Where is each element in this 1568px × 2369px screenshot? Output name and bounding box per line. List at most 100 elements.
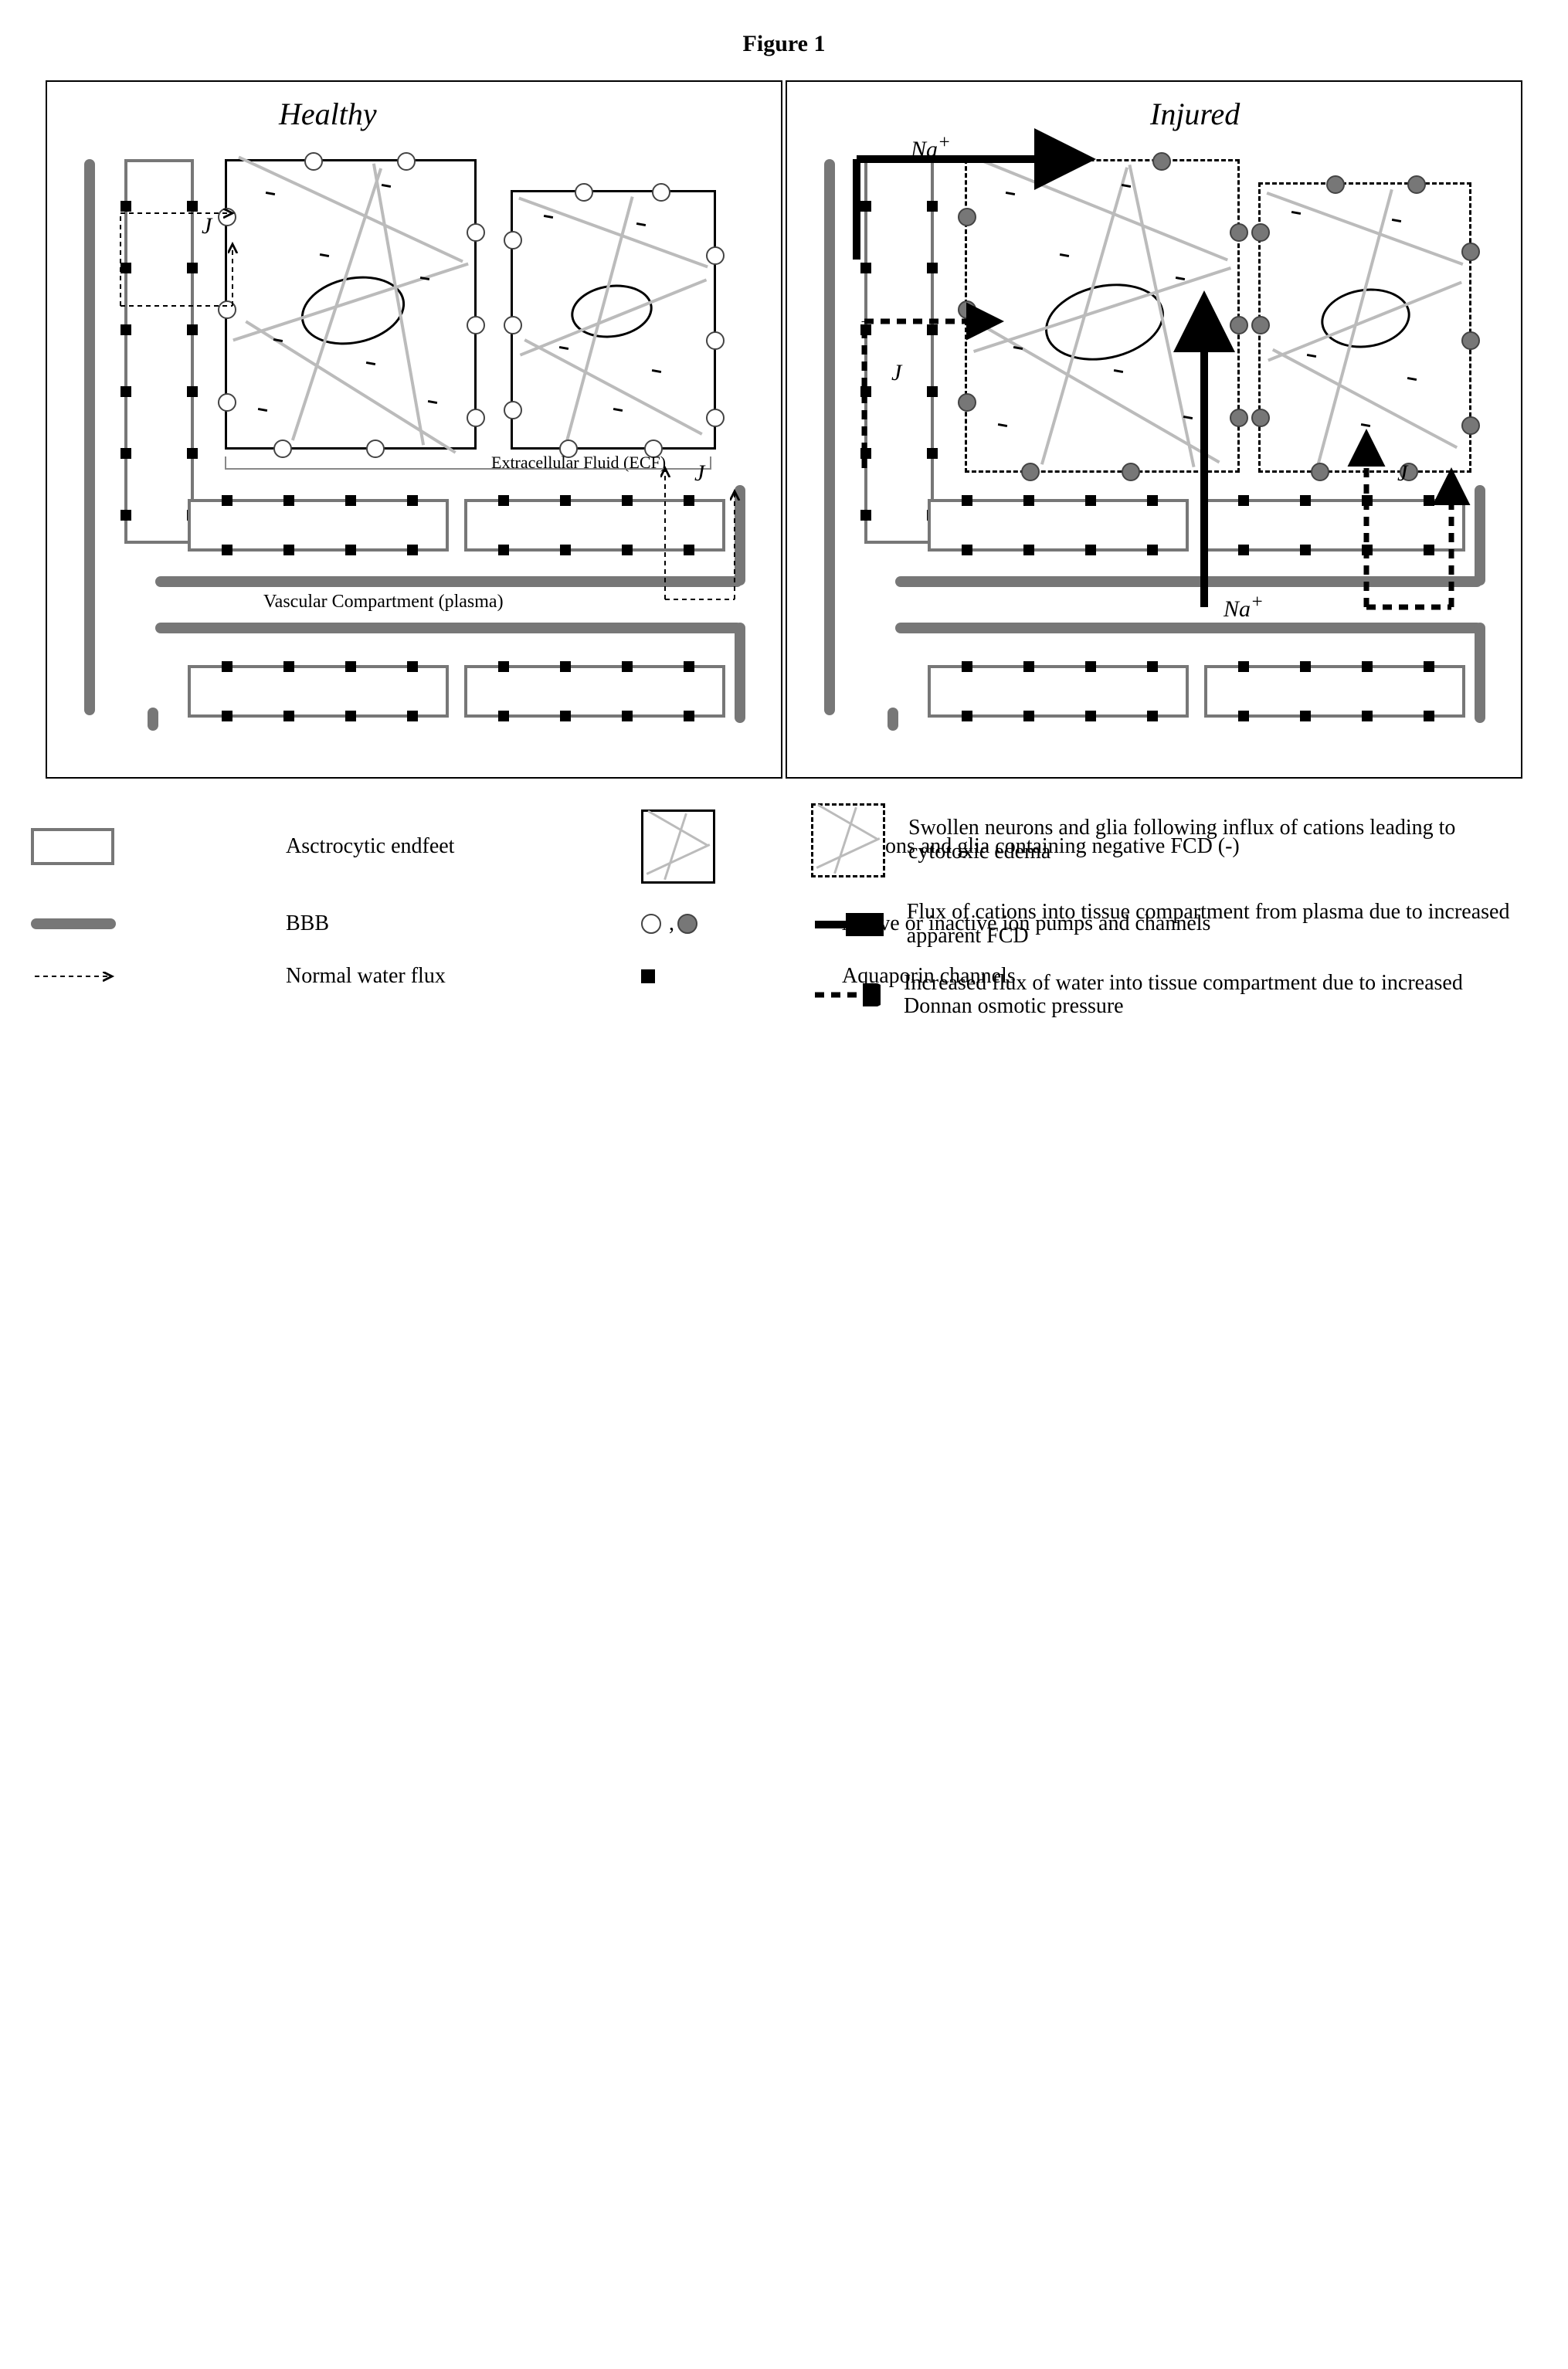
aquaporin-icon <box>283 661 294 672</box>
minus-icon <box>1392 219 1401 222</box>
bbb-bar <box>155 623 742 633</box>
ion-pump-icon <box>366 440 385 458</box>
aquaporin-icon <box>684 661 694 672</box>
aquaporin-icon <box>283 545 294 555</box>
aquaporin-icon <box>962 661 972 672</box>
healthy-diagram: Extracellular Fluid (ECF) Vascular Compa… <box>47 82 781 777</box>
ion-pump-icon <box>504 231 522 249</box>
minus-icon <box>1291 211 1301 215</box>
aquaporin-icon <box>222 661 232 672</box>
aquaporin-icon <box>1147 661 1158 672</box>
endfoot <box>188 499 449 552</box>
aquaporin-icon <box>962 545 972 555</box>
aquaporin-icon <box>1300 711 1311 721</box>
legend-icon-neurons <box>641 809 819 884</box>
aquaporin-icon <box>187 386 198 397</box>
legend-icon-waterflux <box>811 983 881 1006</box>
ion-pump-inactive-icon <box>1326 175 1345 194</box>
ion-pump-inactive-icon <box>1021 463 1040 481</box>
cell-line <box>1266 192 1463 266</box>
endfoot <box>464 665 725 718</box>
endfoot <box>1204 665 1465 718</box>
aquaporin-icon <box>1023 495 1034 506</box>
ion-pump-inactive-icon <box>1461 243 1480 261</box>
aquaporin-icon <box>222 545 232 555</box>
aquaporin-icon <box>1362 661 1373 672</box>
minus-icon <box>1407 377 1417 381</box>
aquaporin-icon <box>1023 545 1034 555</box>
bbb-bar <box>735 623 745 723</box>
minus-icon <box>613 408 623 412</box>
cell-block <box>511 190 716 450</box>
cell-inner <box>513 192 714 447</box>
aquaporin-icon <box>345 661 356 672</box>
water-flux-arrow <box>1289 422 1490 630</box>
cell-line <box>238 156 463 263</box>
cell-line <box>524 338 702 436</box>
aquaporin-icon <box>407 661 418 672</box>
cell-line <box>518 197 708 269</box>
ion-pump-icon <box>467 223 485 242</box>
bbb-bar <box>1475 623 1485 723</box>
aquaporin-icon <box>1238 661 1249 672</box>
legend-icon-endfeet <box>31 828 263 865</box>
legend-icon-cationflux <box>811 913 884 936</box>
legend-text-cationflux: Flux of cations into tissue compartment … <box>907 901 1529 949</box>
legend-icon-normalflux <box>31 965 263 988</box>
aquaporin-icon <box>498 495 509 506</box>
legend-text-waterflux: Increased flux of water into tissue comp… <box>904 972 1529 1020</box>
legend-text-swollen: Swollen neurons and glia following influ… <box>908 816 1529 864</box>
aquaporin-icon <box>1424 711 1434 721</box>
aquaporin-icon <box>962 711 972 721</box>
minus-icon <box>544 215 553 219</box>
aquaporin-icon <box>407 711 418 721</box>
ion-pump-icon <box>706 246 725 265</box>
aquaporin-icon <box>1085 661 1096 672</box>
legend-text-endfeet: Asctrocytic endfeet <box>286 834 618 859</box>
j-label: J <box>694 460 704 487</box>
aquaporin-icon <box>560 545 571 555</box>
aquaporin-icon <box>1300 661 1311 672</box>
minus-icon <box>1307 354 1316 358</box>
j-label: J <box>1397 460 1407 487</box>
aquaporin-icon <box>860 510 871 521</box>
aquaporin-icon <box>560 711 571 721</box>
minus-icon <box>428 400 437 404</box>
aquaporin-icon <box>407 495 418 506</box>
aquaporin-icon <box>1238 711 1249 721</box>
cell-block <box>225 159 477 450</box>
minus-icon <box>266 192 275 195</box>
minus-icon <box>652 369 661 373</box>
aquaporin-icon <box>498 545 509 555</box>
ion-pump-inactive-icon <box>1461 331 1480 350</box>
legend-text-bbb: BBB <box>286 911 618 936</box>
ion-pump-icon <box>304 152 323 171</box>
aquaporin-icon <box>962 495 972 506</box>
aquaporin-icon <box>622 711 633 721</box>
nucleus-icon <box>1317 283 1414 353</box>
aquaporin-icon <box>1085 545 1096 555</box>
ion-pump-icon <box>467 409 485 427</box>
water-flux-arrow <box>826 290 1019 491</box>
legend-icon-ionpumps: , <box>641 911 819 936</box>
normal-flux-arrow <box>86 198 256 337</box>
aquaporin-icon <box>407 545 418 555</box>
injured-diagram: Na+ Na+ J J <box>787 82 1521 777</box>
ion-pump-icon <box>397 152 416 171</box>
figure-title: Figure 1 <box>31 31 1537 57</box>
aquaporin-icon <box>1023 711 1034 721</box>
minus-icon <box>636 222 646 226</box>
nucleus-icon <box>568 280 656 343</box>
ion-pump-icon <box>706 409 725 427</box>
ion-pump-icon <box>706 331 725 350</box>
ion-pump-icon <box>504 316 522 334</box>
aquaporin-icon <box>1085 711 1096 721</box>
ion-pump-inactive-icon <box>1230 223 1248 242</box>
ion-pump-icon <box>652 183 670 202</box>
aquaporin-icon <box>187 448 198 459</box>
ion-pump-inactive-icon <box>1251 223 1270 242</box>
aquaporin-icon <box>120 510 131 521</box>
cation-flux-arrow <box>826 128 1104 283</box>
legend-right: Swollen neurons and glia following influ… <box>811 803 1529 1019</box>
minus-icon <box>258 408 267 412</box>
